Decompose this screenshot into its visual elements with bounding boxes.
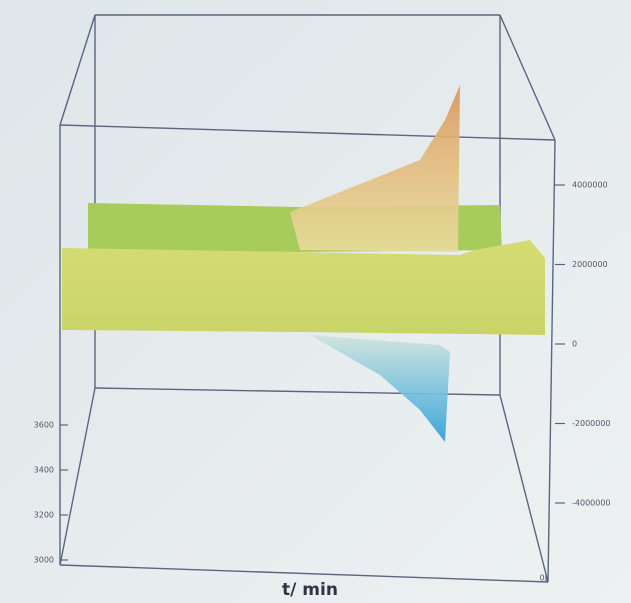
y-tick-label: 3600 [34, 421, 54, 430]
surface-band [62, 240, 545, 335]
y-tick-label: 3200 [34, 511, 54, 520]
z-tick-label: -4000000 [572, 499, 611, 508]
chart: t/ min -4000000 -2000000 0 2000000 4000000 30… [0, 0, 631, 603]
x-tick-label: 0 [539, 574, 544, 583]
z-tick-label: 2000000 [572, 260, 608, 269]
z-tick-label: 0 [572, 340, 577, 349]
z-tick-label: -2000000 [572, 419, 611, 428]
y-tick-label: 3400 [34, 466, 54, 475]
z-tick-label: 4000000 [572, 181, 608, 190]
y-tick-label: 3000 [34, 556, 54, 565]
x-axis-label: t/ min [282, 580, 338, 600]
